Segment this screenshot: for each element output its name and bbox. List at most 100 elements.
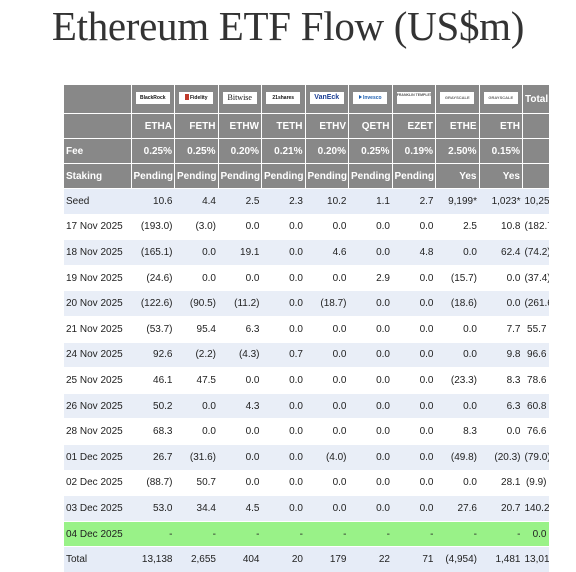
table-row: 26 Nov 2025 50.2 0.0 4.3 0.0 0.0 0.0 0.0 0.0 6.3 6… <box>64 392 549 419</box>
flow-cell: (15.7) <box>435 264 479 291</box>
flow-cell: 0.0 <box>261 418 305 445</box>
flow-cell: - <box>305 520 349 547</box>
flow-cell: (4,954) <box>435 546 479 572</box>
flow-cell: 53.0 <box>131 495 175 522</box>
issuer-logo: Invesco <box>353 91 388 104</box>
flow-cell: 0.0 <box>392 392 436 419</box>
flow-cell: 95.4 <box>174 315 218 343</box>
issuer-logo-cell: FRANKLIN TEMPLETON <box>391 85 436 114</box>
flow-cell: 0.0 <box>392 264 436 291</box>
staking-cell: Yes <box>478 163 523 189</box>
row-label: 03 Dec 2025 <box>64 495 131 522</box>
issuer-logo-row: BlackRock Fidelity Bitwise 21shares VanEck In… <box>64 85 549 114</box>
flow-cell: 0.0 <box>261 239 305 266</box>
flow-cell: (88.7) <box>131 469 175 496</box>
row-label: Seed <box>64 188 131 215</box>
ticker-row-label <box>64 113 131 139</box>
flow-cell: 22 <box>348 546 392 572</box>
issuer-logo-text: VanEck <box>314 93 340 101</box>
row-label: 19 Nov 2025 <box>64 264 131 291</box>
flow-cell: 0.0 <box>435 315 479 343</box>
issuer-logo: VanEck <box>309 91 344 104</box>
flow-cell: 1.1 <box>348 188 392 215</box>
row-total-cell: 96.6 <box>522 341 549 368</box>
flow-cell: 0.0 <box>218 213 262 240</box>
row-total-cell: (74.2) <box>522 239 549 266</box>
row-total-cell: 140.2 <box>522 495 549 522</box>
ticker-total-cell <box>522 113 549 139</box>
flow-cell: 6.3 <box>218 315 262 343</box>
row-label: Total <box>64 546 131 572</box>
row-total-cell: 60.8 <box>522 392 549 419</box>
flow-cell: 27.6 <box>435 495 479 522</box>
flow-cell: 10.2 <box>305 188 349 215</box>
flow-cell: 0.0 <box>261 315 305 343</box>
flow-cell: 0.0 <box>305 418 349 445</box>
table-row: 19 Nov 2025 (24.6) 0.0 0.0 0.0 0.0 2.9 0.0 (15.7… <box>64 264 549 291</box>
issuer-logo-text: Bitwise <box>227 92 252 102</box>
flow-cell: 0.0 <box>261 290 305 317</box>
ticker-cell: ETHV <box>304 113 349 139</box>
staking-cell: Pending <box>348 163 392 189</box>
row-label: 20 Nov 2025 <box>64 290 131 317</box>
flow-cell: 20 <box>261 546 305 572</box>
flow-cell: 0.0 <box>261 367 305 394</box>
row-label: 17 Nov 2025 <box>64 213 131 240</box>
flow-cell: 4.5 <box>218 495 262 522</box>
fee-cell: 0.21% <box>261 138 305 164</box>
flow-cell: 0.0 <box>348 443 392 471</box>
issuer-logo: Bitwise <box>222 91 257 104</box>
flow-cell: (90.5) <box>174 290 218 317</box>
flow-cell: 0.0 <box>218 264 262 291</box>
issuer-logo: Fidelity <box>179 91 214 104</box>
staking-total-cell <box>522 163 549 189</box>
issuer-logo: GRAYSCALE <box>440 91 475 104</box>
flow-cell: 0.0 <box>392 315 436 343</box>
flow-cell: 0.0 <box>348 341 392 368</box>
flow-cell: 0.0 <box>435 392 479 419</box>
flow-cell: 0.0 <box>305 392 349 419</box>
fee-cell: 2.50% <box>435 138 479 164</box>
flow-cell: 0.0 <box>261 392 305 419</box>
row-total-cell: (9.9) <box>522 469 549 496</box>
flow-cell: - <box>348 520 392 547</box>
table-row: 17 Nov 2025 (193.0) (3.0) 0.0 0.0 0.0 0.0 0.0 2.… <box>64 213 549 240</box>
flow-cell: - <box>131 520 175 547</box>
fee-cell: 0.20% <box>304 138 349 164</box>
flow-cell: 0.0 <box>392 418 436 445</box>
row-label: 02 Dec 2025 <box>64 469 131 496</box>
corner-cell <box>64 85 131 114</box>
issuer-logo-cell: Fidelity <box>174 85 218 114</box>
flow-cell: 0.0 <box>392 213 436 240</box>
flow-cell: (193.0) <box>131 213 175 240</box>
flow-cell: 0.0 <box>479 290 523 317</box>
row-total-cell: (79.0) <box>522 443 549 471</box>
staking-cell: Yes <box>435 163 479 189</box>
flow-cell: 0.0 <box>435 341 479 368</box>
flow-cell: (53.7) <box>131 315 175 343</box>
row-total-cell: 55.7 <box>522 315 549 343</box>
ticker-cell: TETH <box>261 113 305 139</box>
flow-cell: 0.0 <box>218 367 262 394</box>
issuer-logo-cell: GRAYSCALE <box>435 85 479 114</box>
flow-cell: 0.0 <box>305 213 349 240</box>
row-label: 18 Nov 2025 <box>64 239 131 266</box>
flow-cell: 26.7 <box>131 443 175 471</box>
flow-cell: 50.7 <box>174 469 218 496</box>
issuer-logo: FRANKLIN TEMPLETON <box>396 91 431 104</box>
flow-cell: 13,138 <box>131 546 175 572</box>
staking-cell: Pending <box>174 163 218 189</box>
flow-cell: 71 <box>392 546 436 572</box>
table-row: Seed 10.6 4.4 2.5 2.3 10.2 1.1 2.7 9,199* 1,023* 1… <box>64 188 549 215</box>
flow-cell: 0.0 <box>218 443 262 471</box>
table-row: 18 Nov 2025 (165.1) 0.0 19.1 0.0 4.6 0.0 4.8 0.0… <box>64 239 549 266</box>
flow-cell: 2.3 <box>261 188 305 215</box>
flow-cell: 1,481 <box>479 546 523 572</box>
row-total-cell: (37.4) <box>522 264 549 291</box>
ticker-cell: ETHA <box>130 113 175 139</box>
flow-cell: 4.4 <box>174 188 218 215</box>
issuer-logo-cell: VanEck <box>304 85 349 114</box>
flow-cell: 0.0 <box>174 418 218 445</box>
table-row: 20 Nov 2025 (122.6) (90.5) (11.2) 0.0 (18.7) 0… <box>64 290 549 317</box>
staking-cell: Pending <box>304 163 349 189</box>
